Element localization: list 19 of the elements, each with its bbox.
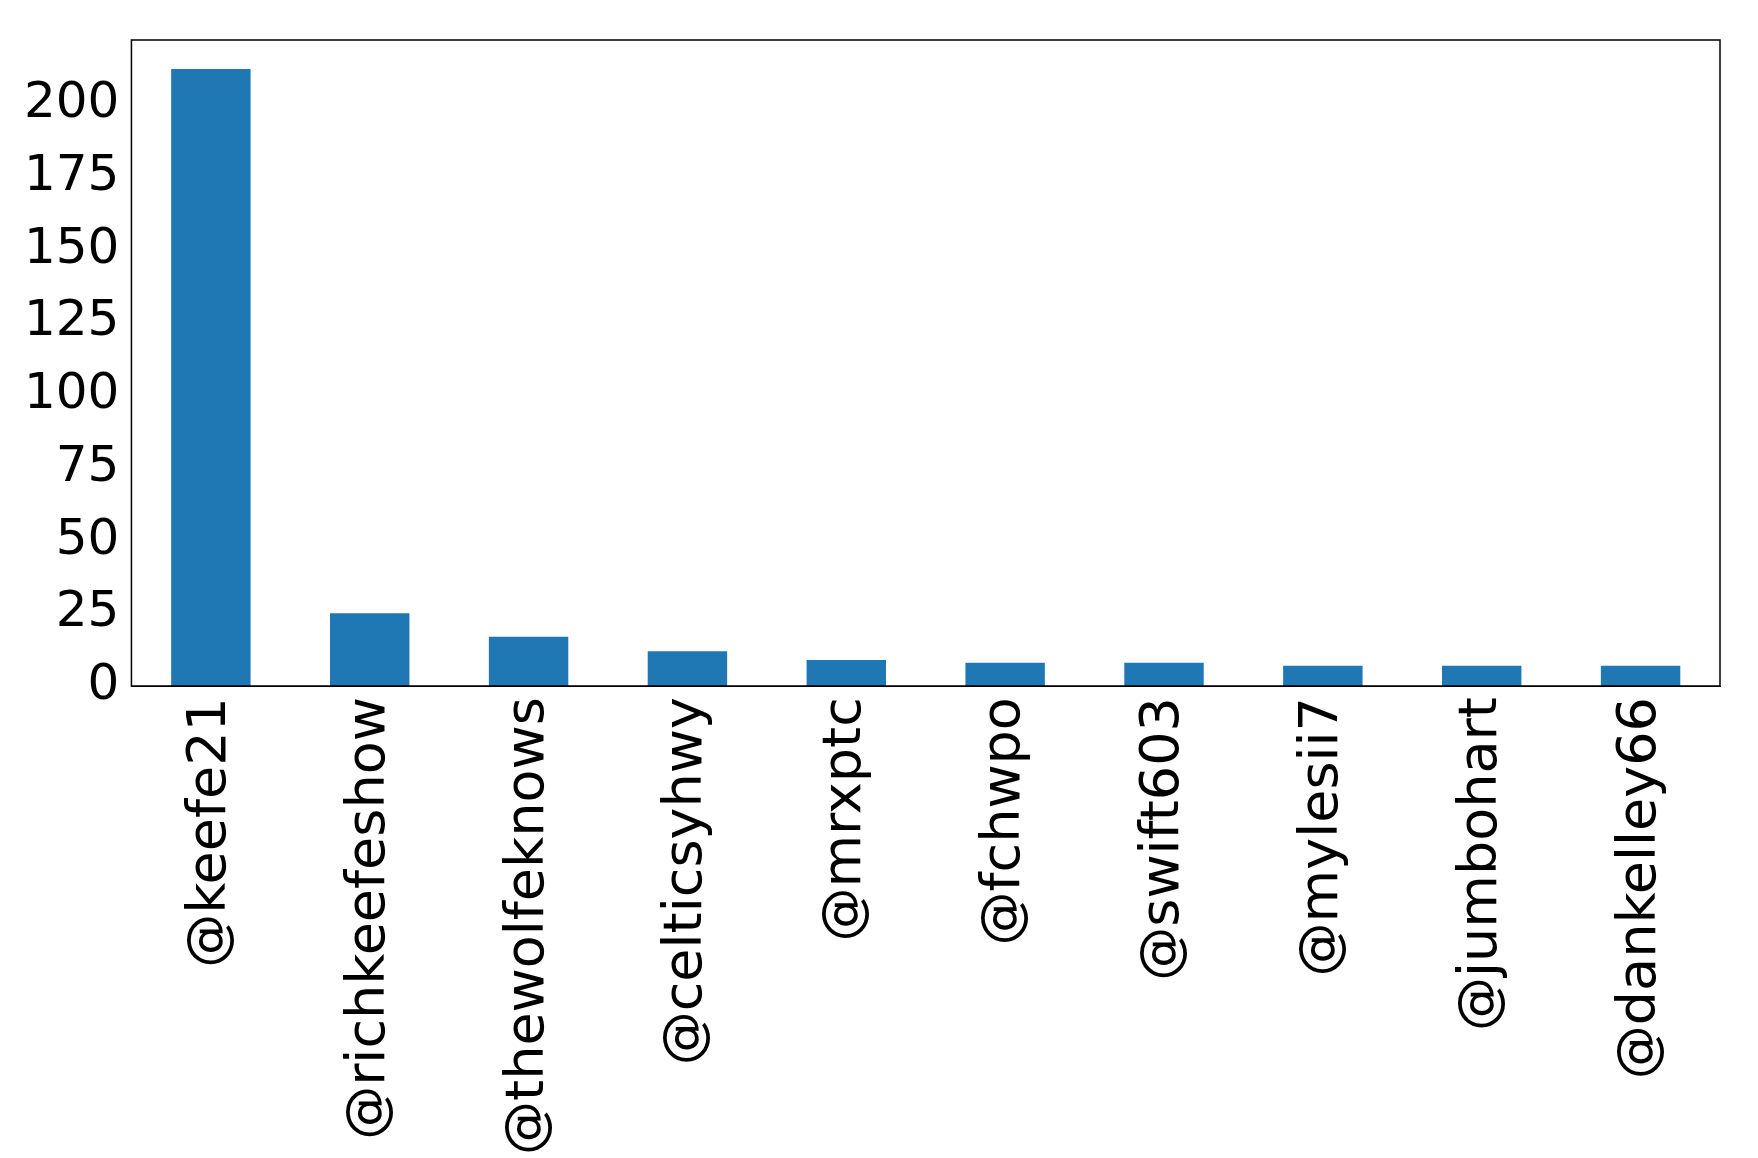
y-tick-label: 200 [24,71,120,130]
y-tick-label: 175 [24,143,120,202]
x-tick-label: @dankelley66 [1604,697,1668,1080]
x-tick-label: @richkeefeshow [333,697,397,1140]
x-tick-label: @mrxptc [810,697,874,942]
y-tick-label: 150 [24,216,120,275]
x-tick-label: @keefe21 [174,697,238,968]
y-tick-label: 25 [55,580,120,639]
x-tick-label: @swift603 [1128,697,1192,981]
y-tick-label: 125 [24,289,120,348]
y-tick-label: 50 [55,507,120,566]
x-tick-label: @celticsyhwy [651,697,715,1066]
x-tick-label: @jumbohart [1445,697,1509,1031]
y-tick-label: 100 [24,362,120,421]
y-tick-label: 75 [55,434,120,493]
x-tick-label: @fchwpo [969,697,1033,946]
y-tick-label: 0 [87,653,120,712]
x-tick-label: @thewolfeknows [492,697,556,1156]
x-tick-label: @mylesii7 [1286,697,1350,977]
